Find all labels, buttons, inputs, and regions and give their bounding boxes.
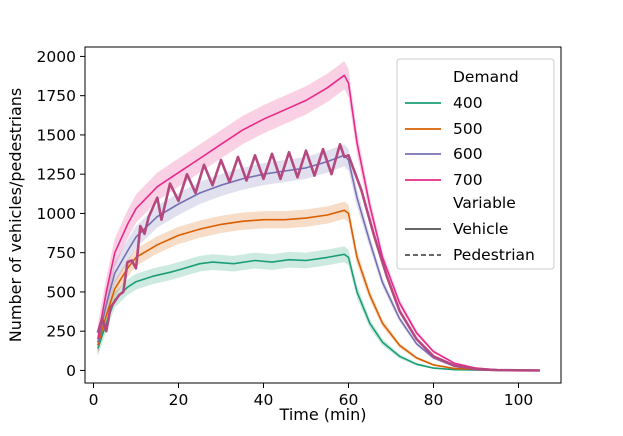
- x-tick-label: 100: [504, 391, 534, 409]
- legend-label-500: 500: [453, 120, 483, 138]
- y-tick-label: 0: [66, 362, 76, 380]
- legend-box: [396, 58, 555, 270]
- x-axis-ticks: 0 20 40 60 80 100: [89, 383, 534, 409]
- legend-title-variable: Variable: [453, 194, 516, 212]
- y-tick-label: 1750: [37, 87, 76, 105]
- y-tick-label: 500: [46, 283, 76, 301]
- y-tick-label: 1250: [37, 166, 76, 184]
- y-tick-label: 1500: [37, 126, 76, 144]
- y-axis-ticks: 0 250 500 750 1000 1250 1500 1750 2000: [37, 48, 85, 380]
- legend-label-400: 400: [453, 94, 483, 112]
- series-lines: [96, 74, 540, 372]
- y-tick-label: 250: [46, 323, 76, 341]
- plot-frame: [84, 46, 562, 384]
- y-tick-label: 750: [46, 244, 76, 262]
- pedestrian-line: [96, 143, 540, 372]
- x-axis-label: Time (min): [279, 405, 367, 424]
- line-400: [97, 253, 540, 372]
- x-tick-label: 60: [339, 391, 359, 409]
- legend-label-pedestrian: Pedestrian: [453, 246, 535, 264]
- x-tick-label: 80: [424, 391, 444, 409]
- y-axis-label: Number of vehicles/pedestrians: [6, 88, 25, 343]
- legend-label-600: 600: [453, 145, 483, 163]
- x-tick-label: 20: [169, 391, 189, 409]
- line-700: [97, 74, 540, 372]
- y-tick-label: 2000: [37, 48, 76, 66]
- legend-title-demand: Demand: [453, 68, 519, 86]
- legend-label-700: 700: [453, 171, 483, 189]
- legend: Demand 400 500 600 700 Variable Vehicle …: [396, 58, 555, 270]
- x-tick-label: 40: [254, 391, 274, 409]
- x-tick-label: 0: [89, 391, 99, 409]
- legend-label-vehicle: Vehicle: [453, 220, 508, 238]
- y-tick-label: 1000: [37, 205, 76, 223]
